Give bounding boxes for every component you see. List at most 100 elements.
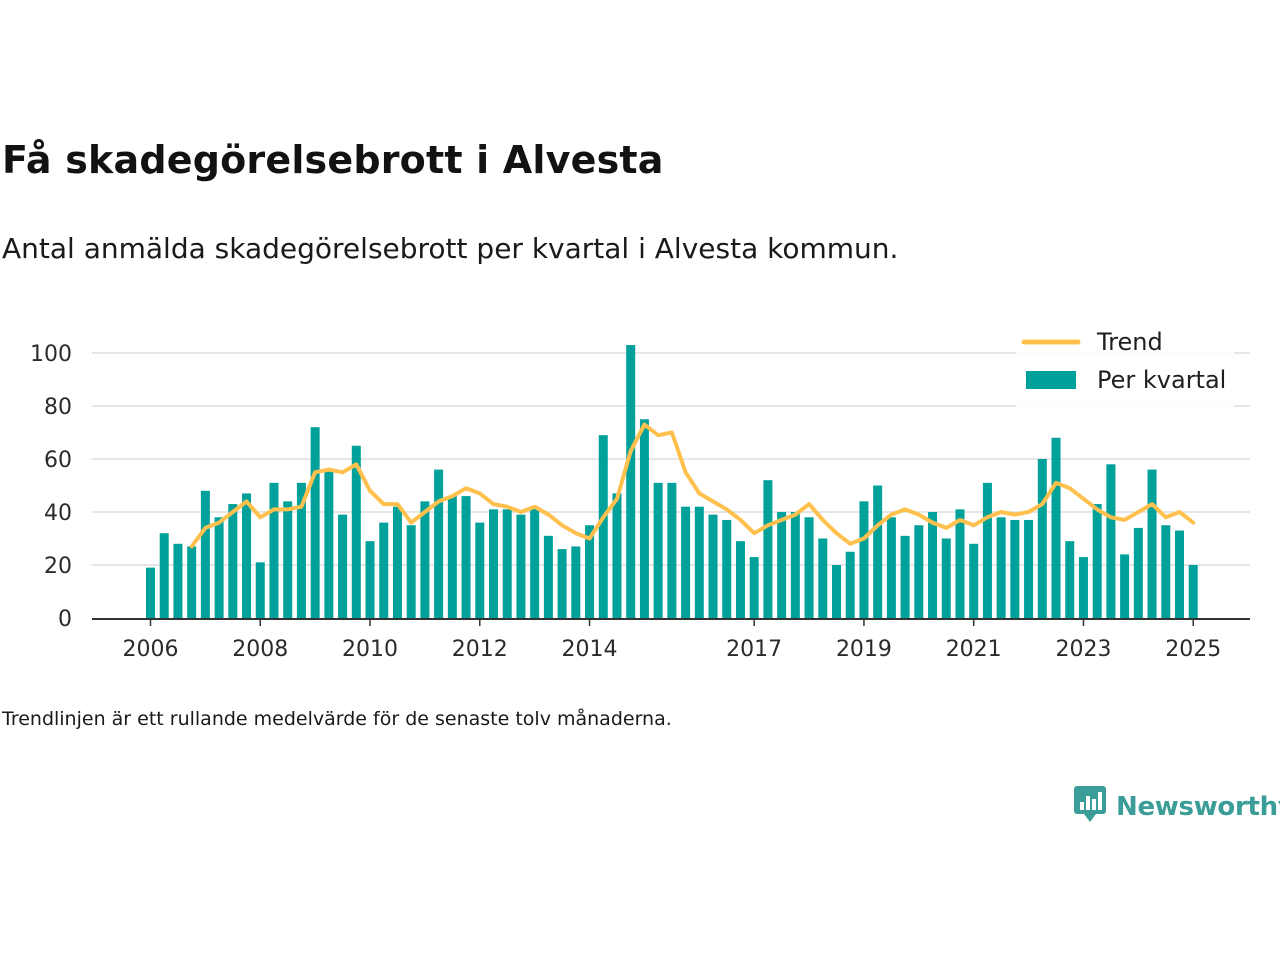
bar <box>1051 437 1061 618</box>
x-tick-label: 2012 <box>452 637 508 662</box>
bar <box>832 565 841 618</box>
bar <box>173 543 183 618</box>
bar <box>639 419 649 618</box>
bar <box>1133 527 1143 618</box>
bar <box>790 512 800 618</box>
bar <box>1175 530 1184 618</box>
bar <box>873 485 883 618</box>
bar <box>159 533 169 618</box>
bar <box>1161 525 1171 618</box>
brand-name: Newsworthy <box>1116 792 1280 822</box>
legend-bar-label: Per kvartal <box>1097 366 1226 394</box>
bar <box>392 506 402 618</box>
bar <box>1024 519 1034 618</box>
bar <box>598 435 608 618</box>
bar <box>571 546 581 618</box>
bar <box>735 541 745 618</box>
bar <box>530 506 540 618</box>
bar <box>489 509 498 618</box>
x-tick-label: 2019 <box>836 637 892 662</box>
y-tick-label: 20 <box>44 554 72 579</box>
y-axis-labels: 0 20 40 60 80 100 <box>30 342 72 632</box>
bar <box>310 427 320 618</box>
bar <box>543 535 553 618</box>
y-tick-label: 0 <box>58 607 72 632</box>
legend-bar-swatch <box>1026 371 1076 389</box>
bar <box>626 345 636 618</box>
newsworthy-logo-icon <box>1072 784 1108 830</box>
chart-subtitle: Antal anmälda skadegörelsebrott per kvar… <box>2 232 899 265</box>
bar <box>928 512 938 618</box>
bar <box>296 482 306 618</box>
x-tick-label: 2023 <box>1055 637 1111 662</box>
bar <box>886 517 896 618</box>
bar <box>804 517 814 618</box>
x-tick-label: 2006 <box>123 637 179 662</box>
bar <box>612 493 622 618</box>
bar <box>859 501 869 618</box>
bar <box>845 551 855 618</box>
bar <box>1010 519 1020 618</box>
legend-background <box>1016 322 1234 408</box>
x-tick-label: 2017 <box>726 637 782 662</box>
bar <box>694 506 704 618</box>
bar <box>900 535 910 618</box>
bar <box>461 496 471 618</box>
trend-series <box>189 422 1196 549</box>
bar <box>941 538 951 618</box>
footnote: Trendlinjen är ett rullande medelvärde f… <box>2 708 672 730</box>
x-tick-label: 2025 <box>1165 637 1221 662</box>
bar <box>585 525 595 618</box>
y-tick-label: 80 <box>44 395 72 420</box>
bar <box>969 543 979 618</box>
bar <box>406 525 416 618</box>
x-tick-label: 2014 <box>562 637 618 662</box>
bar <box>283 501 293 618</box>
bar <box>434 469 444 618</box>
bar <box>214 517 224 618</box>
bar <box>1037 459 1047 618</box>
bar-series <box>146 345 1198 618</box>
bar <box>1078 557 1088 618</box>
bar <box>777 512 787 618</box>
bar <box>1092 504 1102 618</box>
legend-trend-label: Trend <box>1096 328 1163 356</box>
bar <box>818 538 828 618</box>
bar <box>187 546 197 618</box>
bar <box>365 541 375 618</box>
bar <box>722 519 732 618</box>
y-tick-label: 40 <box>44 501 72 526</box>
bar <box>708 514 718 618</box>
bar <box>653 482 663 618</box>
bar <box>420 501 430 618</box>
bar <box>1065 541 1075 618</box>
x-axis-labels: 2006 2008 2010 2012 2014 2017 2019 2021 2023 2025 <box>123 619 1221 662</box>
legend: Trend Per kvartal <box>1016 322 1234 408</box>
bar <box>982 482 992 618</box>
bar <box>146 567 155 618</box>
bar <box>351 445 361 618</box>
bar <box>324 469 334 618</box>
bar <box>557 549 567 618</box>
bar <box>763 480 773 618</box>
y-tick-label: 60 <box>44 448 72 473</box>
bar <box>379 522 389 618</box>
chart-title: Få skadegörelsebrott i Alvesta <box>2 138 664 182</box>
bar <box>749 557 759 618</box>
bar <box>996 517 1006 618</box>
y-tick-label: 100 <box>30 342 72 367</box>
chart: 0 20 40 60 80 100 2006 2008 2010 2012 2014 2017 201… <box>30 322 1250 662</box>
bar <box>681 506 691 618</box>
bar <box>1106 464 1116 618</box>
bar <box>667 482 677 618</box>
brand-logo[interactable]: Newsworthy <box>1072 786 1280 828</box>
bar <box>502 509 512 618</box>
bar <box>269 482 279 618</box>
bar <box>1188 565 1198 618</box>
x-tick-label: 2010 <box>342 637 398 662</box>
trend-line <box>189 422 1196 549</box>
bar <box>338 514 348 618</box>
bar <box>1120 554 1130 618</box>
bar <box>914 525 924 618</box>
x-tick-label: 2008 <box>232 637 288 662</box>
